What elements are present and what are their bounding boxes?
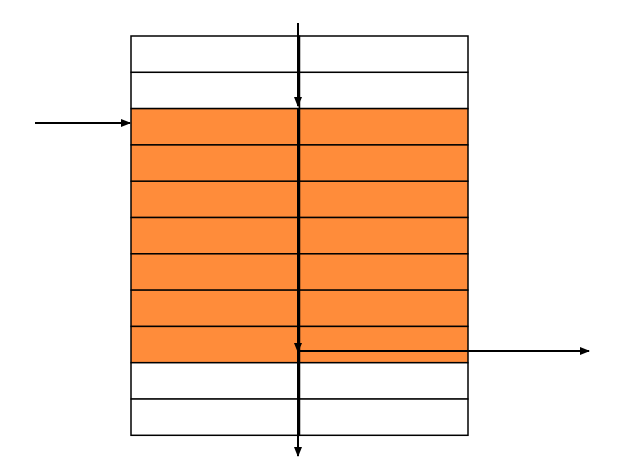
highlighted-cell-r8-c0 [130,325,301,364]
highlighted-cell-r2-c1 [298,107,469,146]
highlighted-cell-r7-c1 [298,289,469,328]
highlighted-cell-r3-c0 [130,144,301,182]
highlighted-cell-r5-c0 [130,216,301,255]
highlighted-cell-r6-c0 [130,253,301,291]
empty-cell-r1-c0 [130,71,301,110]
empty-cell-r9-c1 [298,361,469,400]
highlighted-cell-r4-c1 [298,180,469,219]
highlighted-cell-r8-c1 [298,325,469,364]
highlighted-cell-r2-c0 [130,107,301,146]
empty-cell-r9-c0 [130,361,301,400]
highlighted-cell-r6-c1 [298,253,469,291]
table-grid [130,35,469,437]
empty-cell-r0-c0 [130,35,301,74]
arrows-group [35,23,590,457]
highlighted-cell-r5-c1 [298,216,469,255]
empty-cell-r0-c1 [298,35,469,74]
highlighted-cell-r3-c1 [298,144,469,182]
highlighted-cell-r7-c0 [130,289,301,328]
highlighted-cell-r4-c0 [130,180,301,219]
empty-cell-r10-c0 [130,398,301,437]
empty-cell-r1-c1 [298,71,469,110]
empty-cell-r10-c1 [298,398,469,437]
